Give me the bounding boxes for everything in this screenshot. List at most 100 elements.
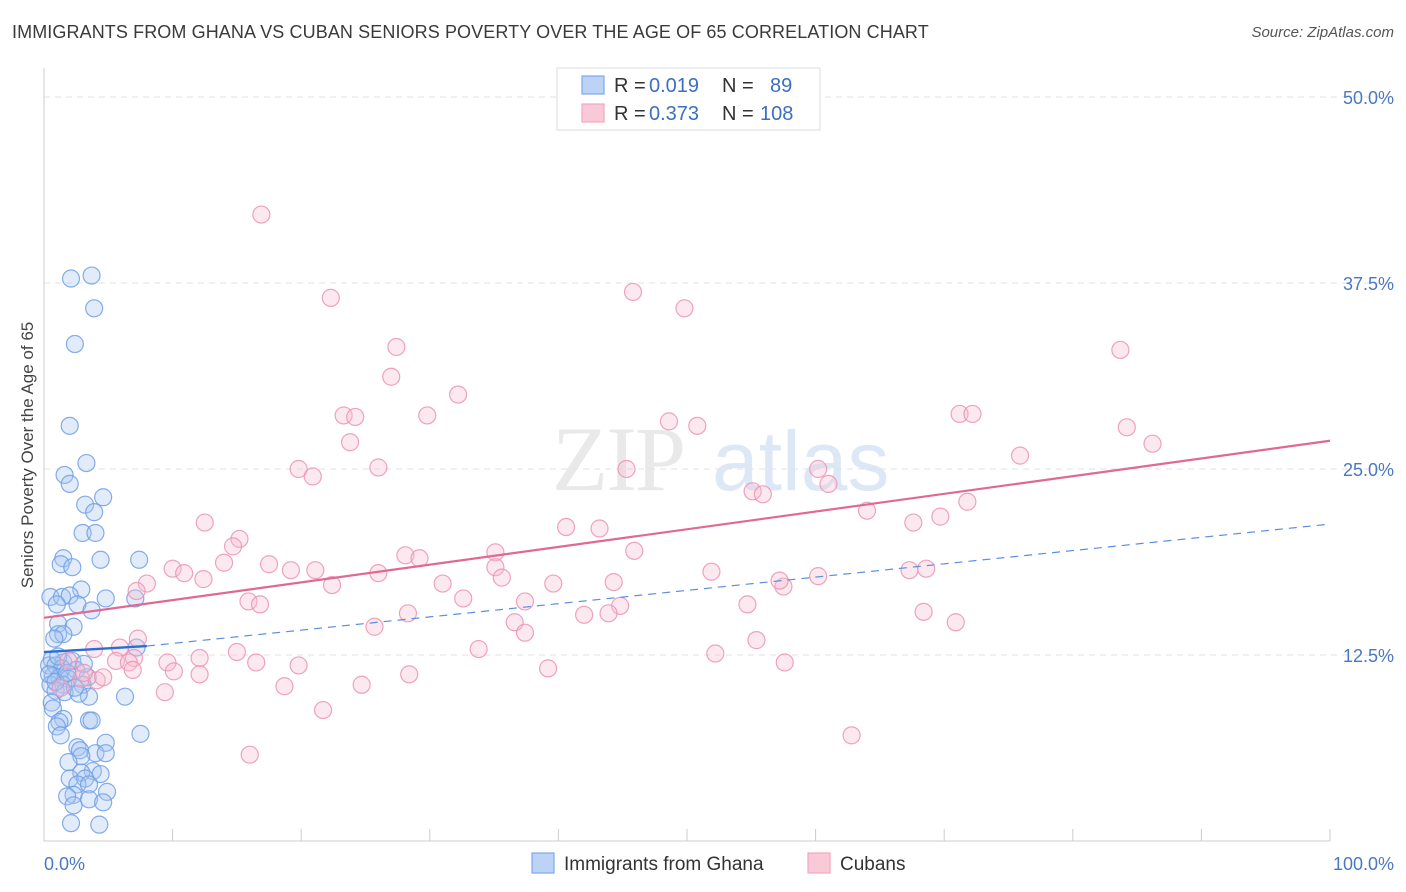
y-tick-label: 50.0% [1343, 88, 1394, 108]
data-point [259, 555, 279, 574]
bottom-legend-swatch-cubans [807, 852, 831, 874]
data-point [400, 665, 419, 684]
data-point [61, 814, 81, 833]
data-point [557, 517, 576, 537]
legend-n-label-cubans: N = [722, 103, 754, 125]
data-point [306, 561, 325, 580]
data-point [85, 503, 104, 522]
bottom-legend-swatch-ghana [531, 852, 555, 874]
data-point [346, 407, 365, 427]
data-point [396, 546, 415, 565]
data-point [123, 660, 142, 679]
data-point [289, 656, 308, 675]
data-point [398, 604, 418, 623]
data-point [239, 592, 258, 611]
data-point [706, 644, 725, 663]
data-point [775, 653, 794, 672]
series-cubans-points [51, 205, 1162, 764]
data-point [914, 602, 933, 621]
data-point [131, 724, 150, 743]
data-point [900, 561, 919, 580]
data-point [72, 580, 91, 599]
data-point [65, 678, 84, 697]
legend-n-value-cubans: 108 [760, 103, 793, 125]
data-point [247, 653, 266, 672]
data-point [321, 288, 340, 307]
data-point [65, 334, 84, 354]
data-point [334, 406, 353, 425]
data-point [747, 631, 766, 650]
data-point [190, 665, 209, 684]
data-point [857, 501, 877, 520]
data-point [51, 555, 70, 574]
data-point [322, 575, 342, 595]
data-point [175, 564, 194, 583]
watermark: ZIP atlas [552, 408, 889, 510]
y-tick-label: 37.5% [1343, 274, 1394, 294]
data-point [486, 558, 505, 577]
data-point [1143, 434, 1162, 453]
data-point [544, 574, 563, 593]
data-point [688, 416, 707, 435]
source-label: Source: ZipAtlas.com [1251, 24, 1394, 41]
data-point [51, 726, 70, 745]
legend-r-value-cubans: 0.373 [649, 103, 699, 125]
data-point [163, 559, 182, 578]
data-point [63, 558, 82, 577]
legend-swatch-ghana [581, 75, 605, 95]
data-point [82, 266, 101, 285]
data-point [753, 485, 772, 504]
y-tick-label: 12.5% [1343, 646, 1394, 666]
data-point [127, 581, 146, 601]
data-point [51, 678, 70, 697]
y-tick-label: 25.0% [1343, 460, 1394, 480]
legend-r-value-ghana: 0.019 [649, 75, 699, 97]
data-point [958, 492, 977, 511]
data-point [61, 269, 81, 288]
legend-n-label-ghana: N = [722, 75, 754, 97]
data-point [313, 700, 333, 720]
data-point [365, 617, 384, 636]
data-point [819, 474, 838, 493]
x-tick-label-max: 100.0% [1333, 854, 1394, 874]
data-point [64, 796, 83, 815]
data-point [454, 589, 473, 608]
data-point [931, 507, 950, 526]
data-point [252, 205, 271, 224]
data-point [418, 406, 437, 425]
data-point [96, 589, 115, 608]
x-ticks [43, 829, 1331, 841]
data-point [904, 513, 923, 532]
data-point [1111, 340, 1130, 360]
data-point [214, 553, 234, 572]
data-point [79, 790, 99, 809]
data-point [917, 559, 936, 578]
data-point [675, 299, 694, 318]
data-point [1010, 446, 1030, 465]
data-point [963, 404, 982, 424]
data-point [54, 625, 73, 644]
watermark-atlas: atlas [712, 414, 889, 508]
data-point [515, 623, 535, 642]
data-point [515, 592, 535, 611]
data-point [1117, 418, 1136, 437]
data-point [194, 570, 213, 589]
data-point [63, 651, 82, 671]
data-point [352, 675, 371, 694]
data-point [433, 574, 452, 593]
watermark-zip: ZIP [552, 408, 684, 510]
data-point [130, 550, 149, 569]
data-point [91, 550, 110, 569]
data-point [86, 744, 105, 763]
data-point [281, 561, 301, 580]
data-point [240, 745, 259, 764]
data-point [946, 613, 965, 632]
data-point [158, 653, 177, 672]
data-point [492, 568, 511, 587]
data-point [59, 651, 78, 671]
data-point [86, 523, 105, 543]
trend-lines [43, 439, 1331, 654]
data-point [126, 589, 145, 608]
y-tick-labels: 12.5% 25.0% 37.5% 50.0% [1343, 88, 1394, 666]
data-point [625, 541, 644, 560]
